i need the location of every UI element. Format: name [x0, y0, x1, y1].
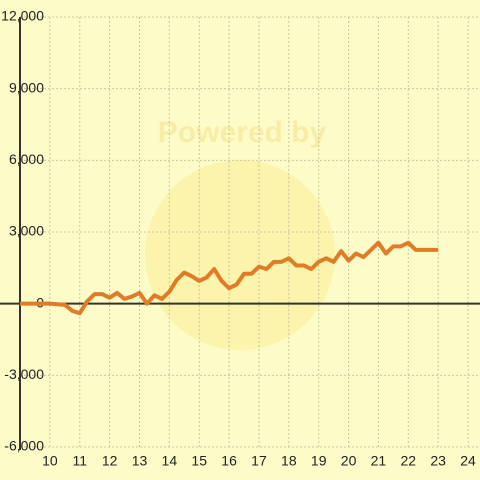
x-tick-label: 22: [401, 453, 417, 469]
x-tick-label: 24: [460, 453, 476, 469]
watermark-logo: [145, 160, 335, 350]
x-tick-label: 18: [281, 453, 297, 469]
x-tick-label: 12: [102, 453, 118, 469]
x-tick-label: 20: [341, 453, 357, 469]
watermark: Powered by: [158, 116, 327, 149]
x-tick-label: 17: [251, 453, 267, 469]
x-tick-label: 23: [430, 453, 446, 469]
x-tick-label: 15: [191, 453, 207, 469]
y-tick-label: 9,000: [9, 79, 44, 95]
y-tick-label: 3,000: [9, 223, 44, 239]
x-tick-label: 14: [162, 453, 178, 469]
data-line: [20, 240, 439, 316]
x-tick-label: 11: [72, 453, 87, 469]
x-tick-label: 16: [221, 453, 237, 469]
y-tick-label: 12,000: [1, 8, 44, 24]
y-tick-label: -6,000: [4, 438, 44, 454]
x-tick-label: 19: [311, 453, 327, 469]
x-tick-label: 10: [42, 453, 58, 469]
x-tick-label: 13: [132, 453, 148, 469]
y-tick-label: -3,000: [4, 366, 44, 382]
x-tick-label: 21: [371, 453, 387, 469]
y-tick-label: 6,000: [9, 151, 44, 167]
